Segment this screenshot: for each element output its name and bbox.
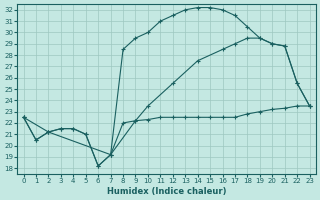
X-axis label: Humidex (Indice chaleur): Humidex (Indice chaleur) xyxy=(107,187,226,196)
